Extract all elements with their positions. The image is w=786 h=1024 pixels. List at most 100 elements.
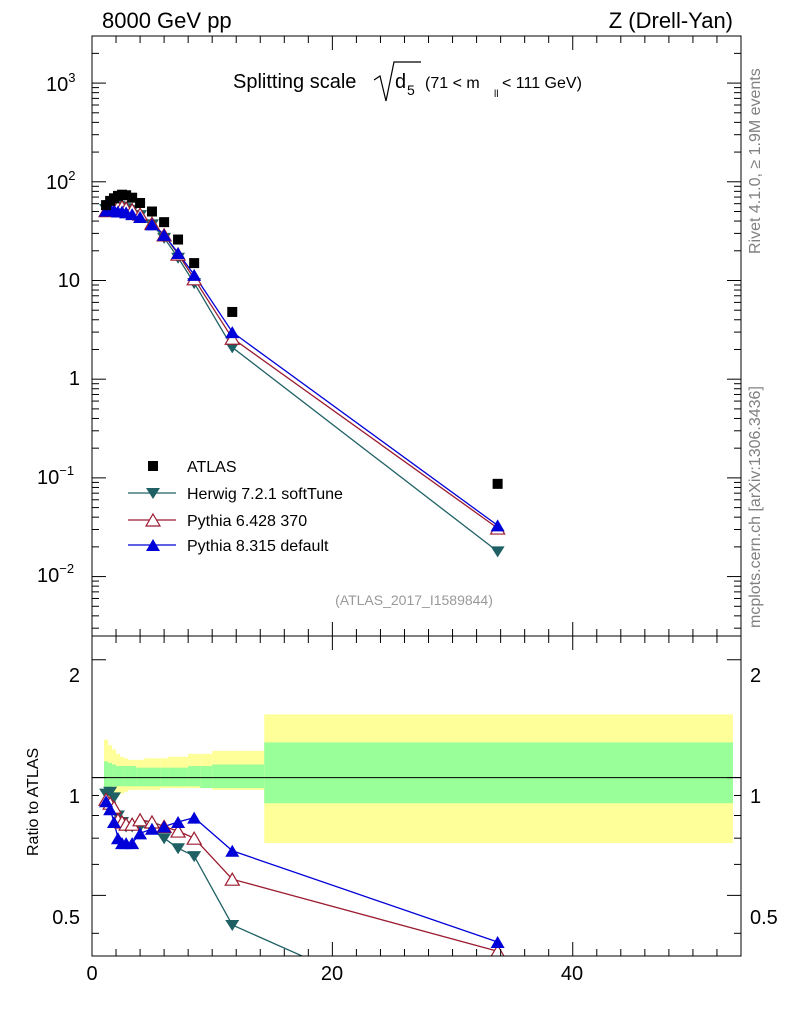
legend-marker-pythia6 [144, 512, 162, 527]
point-pythia6-12 [224, 331, 241, 345]
point-atlas-5 [121, 190, 132, 201]
point-atlas-8 [146, 206, 157, 217]
point-pythia8-10 [171, 246, 186, 259]
band-inner-2 [112, 764, 117, 787]
legend-marker-pythia8 [146, 539, 160, 551]
title-symbol: d [395, 71, 406, 93]
ratio-point-herwig-9 [157, 833, 172, 845]
sqrt-symbol [373, 61, 421, 102]
band-inner-3 [116, 766, 121, 787]
point-pythia8-13 [490, 519, 505, 532]
ytick-exp-1000: 3 [68, 70, 75, 85]
ytick-label-0.01: 10−2 [37, 561, 74, 587]
ytick-label-1: 1 [69, 368, 80, 390]
ratio-point-pythia6-7 [132, 812, 149, 827]
legend-label-atlas: ATLAS [187, 459, 237, 476]
ytick-exp-100: 2 [68, 168, 75, 183]
plot-title: Splitting scale d 5 (71 < m ll < 111 GeV… [233, 61, 582, 102]
band-inner-10 [168, 767, 189, 787]
band-inner-13 [212, 764, 265, 789]
band-inner-11 [188, 766, 201, 787]
point-pythia8-11 [187, 268, 202, 281]
point-pythia8-12 [225, 326, 240, 339]
point-pythia8-7 [133, 210, 148, 223]
ytick-base-1000: 10 [46, 74, 68, 96]
band-inner-1 [108, 762, 113, 789]
ratio-point-pythia8-11 [187, 811, 202, 824]
point-pythia8-9 [157, 228, 172, 241]
point-atlas-6 [127, 192, 138, 203]
series-line-pythia8 [105, 208, 498, 526]
band-inner-5 [124, 766, 129, 787]
point-atlas-11 [189, 258, 200, 269]
ratio-y-tick-labels-left: 2 1 0.5 [52, 665, 80, 929]
title-prefix: Splitting scale [233, 71, 356, 93]
ratio-ytick-left-1: 1 [69, 786, 80, 808]
rivet-version-label: Rivet 4.1.0, ≥ 1.9M events [747, 68, 764, 254]
ratio-panel: Ratio to ATLAS 2 1 0.5 2 1 0.5 0 20 40 [25, 635, 778, 985]
ratio-point-herwig-1 [103, 786, 118, 798]
series-line-pythia6 [105, 205, 498, 529]
band-inner-9 [160, 767, 169, 787]
ytick-label-10: 10 [58, 270, 80, 292]
ratio-point-pythia8-12 [225, 844, 240, 857]
ratio-y-axis-label: Ratio to ATLAS [25, 748, 42, 856]
xtick-label-20: 20 [321, 963, 343, 985]
analysis-id: (ATLAS_2017_I1589844) [335, 592, 493, 608]
legend-label-herwig: Herwig 7.2.1 softTune [187, 486, 343, 503]
ytick-exp-0.1: −1 [59, 463, 74, 478]
legend-marker-herwig [146, 488, 160, 499]
band-inner-7 [136, 767, 145, 787]
legend-item-atlas: ATLAS [148, 459, 237, 476]
ratio-point-herwig-12 [225, 920, 240, 932]
xtick-label-0: 0 [86, 963, 97, 985]
ratio-ytick-left-2: 2 [69, 665, 80, 687]
point-atlas-10 [173, 234, 184, 245]
ratio-y-tick-labels-right: 2 1 0.5 [750, 665, 778, 929]
legend-marker-atlas [148, 461, 158, 471]
main-y-tick-labels: 103 102 10 1 10−1 10−2 [37, 70, 80, 587]
point-atlas-12 [227, 306, 238, 317]
legend: ATLAS Herwig 7.2.1 softTune Pythia 6.428… [128, 459, 343, 555]
ytick-exp-0.01: −2 [59, 561, 74, 576]
ratio-panel-frame [91, 635, 742, 957]
mcplots-label: mcplots.cern.ch [arXiv:1306.3436] [747, 386, 764, 628]
legend-item-pythia8: Pythia 8.315 default [128, 538, 329, 555]
ratio-point-pythia6-10 [170, 823, 187, 838]
legend-label-pythia8: Pythia 8.315 default [187, 538, 329, 555]
point-pythia8-8 [144, 218, 159, 231]
ytick-base-0.1: 10 [37, 467, 59, 489]
point-pythia8-6 [125, 208, 140, 221]
point-atlas-13 [492, 478, 503, 489]
point-herwig-13 [490, 546, 505, 558]
band-inner-14 [264, 742, 733, 804]
ratio-point-pythia8-2 [106, 815, 121, 828]
legend-label-pythia6: Pythia 6.428 370 [187, 513, 307, 530]
ratio-point-pythia8-9 [157, 820, 172, 833]
ratio-ytick-right-2: 2 [750, 665, 761, 687]
band-inner-6 [128, 766, 137, 787]
ratio-point-pythia8-8 [144, 822, 159, 835]
point-herwig-12 [225, 342, 240, 354]
process-label: Z (Drell-Yan) [609, 8, 733, 33]
title-cut-open: (71 < m [425, 75, 480, 92]
main-panel: Splitting scale d 5 (71 < m ll < 111 GeV… [37, 35, 742, 637]
ratio-point-pythia8-10 [171, 815, 186, 828]
ratio-point-pythia6-12 [224, 871, 241, 886]
ytick-label-100: 102 [46, 168, 75, 194]
ratio-point-pythia6-11 [186, 830, 203, 845]
ratio-point-pythia8-1 [103, 803, 118, 816]
ratio-point-herwig-2 [106, 792, 121, 804]
energy-label: 8000 GeV pp [102, 8, 232, 33]
ytick-base-0.01: 10 [37, 565, 59, 587]
point-atlas-9 [159, 217, 170, 228]
ratio-point-herwig-11 [187, 851, 202, 863]
ratio-point-pythia8-7 [133, 827, 148, 840]
title-cut-close: < 111 GeV) [502, 75, 582, 92]
band-inner-8 [144, 767, 161, 787]
ytick-label-1000: 103 [46, 70, 75, 96]
ytick-label-0.1: 10−1 [37, 463, 74, 489]
ratio-point-herwig-10 [171, 843, 186, 855]
title-subscript: 5 [407, 82, 415, 98]
